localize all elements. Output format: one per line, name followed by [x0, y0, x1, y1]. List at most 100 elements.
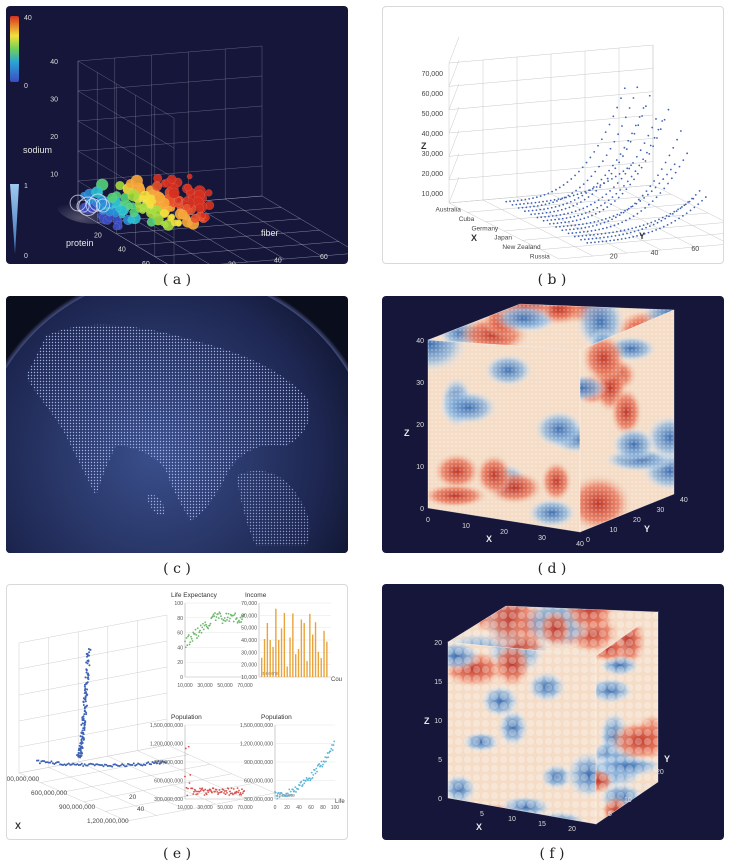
data-point: [241, 618, 243, 621]
data-point: [607, 220, 610, 222]
data-point: [579, 231, 581, 234]
data-point: [568, 220, 570, 223]
data-point: [663, 118, 666, 121]
data-point: [671, 212, 674, 215]
grid-line: [18, 744, 168, 774]
colorbar-max: 40: [24, 15, 32, 22]
z-tick-label: 10: [50, 172, 58, 179]
data-point: [195, 633, 198, 636]
bar: [289, 637, 291, 677]
data-point: [594, 241, 596, 244]
data-point: [639, 200, 642, 202]
data-point: [580, 213, 583, 216]
data-point: [185, 637, 188, 639]
data-point: [105, 763, 108, 766]
data-point: [611, 177, 613, 180]
data-point: [209, 622, 212, 625]
data-point: [590, 229, 593, 232]
data-point: [83, 713, 86, 716]
data-point: [624, 209, 626, 212]
data-point: [584, 190, 587, 193]
data-point: [85, 198, 101, 213]
data-point: [572, 228, 575, 231]
data-point: [575, 189, 577, 192]
data-point: [616, 182, 619, 184]
data-point: [595, 237, 598, 240]
data-point: [569, 200, 572, 203]
z-tick-label: 20: [416, 422, 424, 429]
data-point: [187, 745, 190, 748]
data-point: [209, 789, 212, 791]
data-point: [636, 212, 639, 215]
data-point: [641, 194, 644, 197]
data-point: [563, 213, 566, 216]
data-point: [582, 207, 585, 210]
data-point: [566, 181, 569, 184]
data-point: [592, 186, 595, 188]
data-point: [628, 167, 631, 170]
data-point: [686, 152, 689, 155]
data-point: [44, 761, 47, 764]
bar: [317, 651, 320, 677]
data-point: [220, 615, 222, 618]
data-point: [623, 87, 626, 90]
data-point: [83, 685, 86, 688]
data-point: [605, 154, 608, 157]
data-point: [643, 142, 646, 145]
data-point: [587, 216, 590, 218]
data-point: [217, 617, 220, 620]
data-point: [509, 200, 511, 203]
data-point: [212, 787, 215, 790]
data-point: [539, 208, 542, 211]
data-point: [610, 235, 613, 238]
data-point: [201, 787, 204, 790]
data-point: [680, 130, 682, 132]
data-point: [573, 199, 576, 201]
x-tick-label: 15: [538, 821, 546, 828]
data-point: [585, 222, 588, 225]
data-point: [86, 659, 89, 662]
data-point: [622, 233, 625, 236]
cube-face-grid: [448, 642, 596, 824]
data-point: [565, 196, 567, 199]
data-point: [581, 223, 584, 225]
data-point: [569, 216, 572, 219]
grid-line: [77, 60, 175, 119]
data-point: [636, 235, 638, 237]
data-point: [199, 787, 201, 790]
data-point: [610, 172, 613, 175]
data-point: [612, 215, 615, 217]
data-point: [591, 187, 594, 190]
data-point: [564, 207, 567, 210]
data-point: [633, 132, 636, 135]
data-point: [56, 761, 59, 764]
data-point: [687, 201, 690, 203]
x-category-label: Japan: [494, 235, 512, 242]
z-tick-label: 30: [50, 97, 58, 104]
data-point: [679, 207, 682, 210]
data-point: [603, 202, 606, 204]
data-point: [230, 787, 233, 790]
data-point: [644, 207, 646, 209]
data-point: [195, 203, 205, 213]
data-point: [221, 622, 224, 625]
data-point: [323, 760, 326, 763]
data-point: [546, 219, 549, 222]
panel-c-svg: [6, 296, 348, 553]
panel-b-country-scatter: 10,000 20,000 30,000 40,000 50,000 60,000 70,0…: [382, 6, 724, 264]
data-point: [601, 240, 604, 243]
grid-line: [77, 90, 175, 149]
data-point: [570, 211, 573, 214]
data-point: [668, 154, 671, 157]
data-point: [214, 790, 216, 793]
data-point: [41, 760, 44, 763]
data-point: [77, 753, 80, 756]
data-point: [215, 788, 218, 791]
panel-e-subcharts: Life Expectancy 0 20 40 60 80 100 10,000 30,000 5…: [150, 592, 346, 811]
data-point: [127, 189, 140, 202]
data-point: [53, 762, 56, 765]
panel-a-points: [56, 173, 215, 231]
data-point: [624, 172, 627, 175]
y-tick-label: 5: [608, 811, 612, 818]
